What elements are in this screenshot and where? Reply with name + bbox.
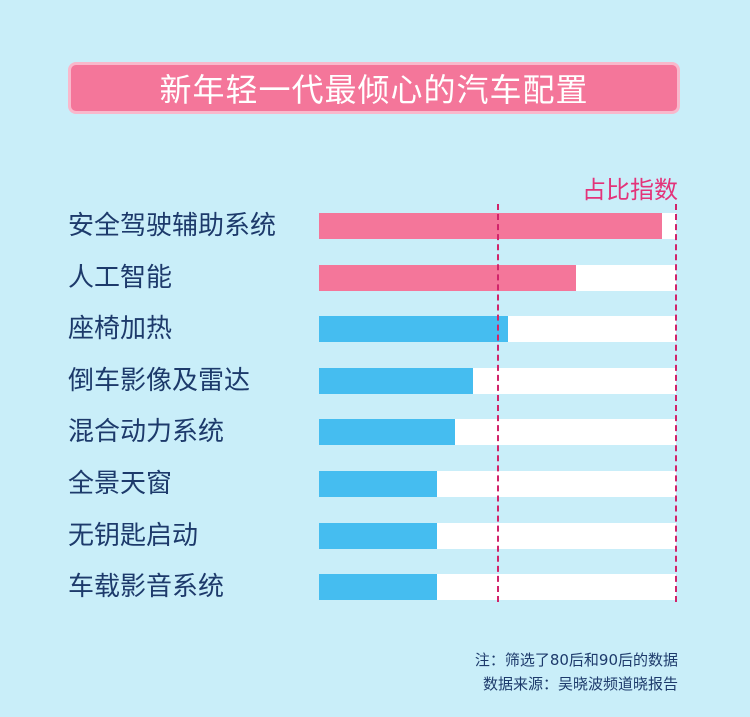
title-banner: 新年轻一代最倾心的汽车配置	[68, 62, 680, 114]
bar	[319, 419, 455, 446]
value-axis-label: 占比指数	[582, 176, 678, 204]
note-source: 数据来源：吴晓波频道晓报告	[482, 675, 678, 693]
bar	[319, 264, 577, 291]
category-label: 倒车影像及雷达	[68, 365, 251, 396]
bar	[319, 213, 662, 239]
bar	[319, 574, 437, 601]
category-label: 全景天窗	[68, 469, 173, 499]
bar	[319, 522, 437, 549]
note-filter: 注：筛选了80后和90后的数据	[474, 651, 678, 669]
reference-line	[675, 204, 677, 602]
category-label: 人工智能	[68, 262, 173, 293]
chart-title: 新年轻一代最倾心的汽车配置	[159, 71, 589, 109]
bar	[319, 316, 509, 343]
category-label: 车载影音系统	[68, 572, 225, 603]
reference-line	[496, 204, 499, 602]
bar	[319, 367, 473, 394]
category-label: 安全驾驶辅助系统	[68, 211, 277, 241]
category-label: 无钥匙启动	[68, 520, 199, 551]
bar	[319, 471, 437, 497]
category-label: 座椅加热	[68, 314, 173, 345]
category-label: 混合动力系统	[68, 417, 225, 448]
